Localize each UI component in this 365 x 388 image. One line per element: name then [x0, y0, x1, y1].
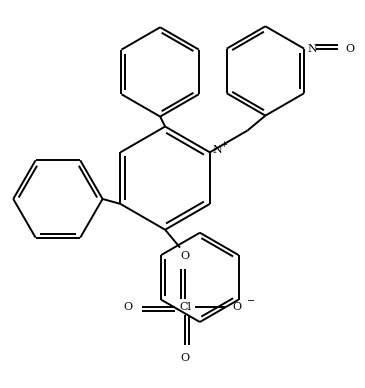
- Text: O: O: [180, 353, 189, 363]
- Text: Cl: Cl: [179, 302, 191, 312]
- Text: O: O: [346, 43, 355, 54]
- Text: O: O: [233, 302, 242, 312]
- Text: −: −: [246, 296, 255, 306]
- Text: +: +: [220, 140, 227, 149]
- Text: N: N: [213, 146, 223, 155]
- Text: N: N: [307, 43, 317, 54]
- Text: O: O: [123, 302, 132, 312]
- Text: O: O: [180, 251, 189, 262]
